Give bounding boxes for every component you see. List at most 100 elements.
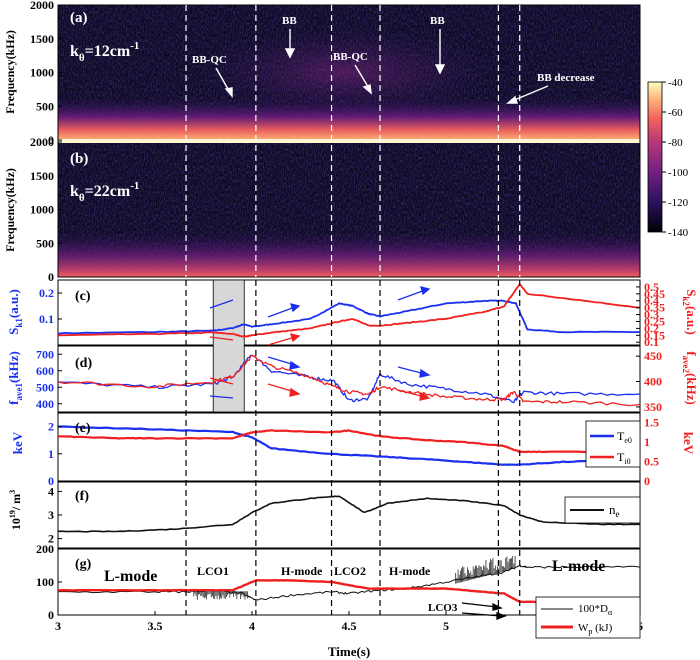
panel-e-yr-ticklabel-3: 1.5 [644,416,659,430]
phase-lco2: LCO2 [334,564,366,578]
panel-a-y-ticklabel-0: 0 [48,133,54,147]
panel-d-yl-ticklabel-2: 600 [36,364,54,378]
phase-lmode-2: L-mode [552,558,605,575]
panel-a-y-ticklabel-2: 1000 [30,66,54,80]
panel-a-annotations: BB-QC BB BB-QC BB BB decrease [192,15,595,84]
panel-f-y-ticklabel-0: 2 [48,532,54,546]
series-wp-line [57,579,641,604]
panel-a-kth: kθ=12cm-1 [70,40,139,64]
colorbar-ticklabel-0: -40 [668,77,683,89]
legend-f: ne [564,496,641,524]
panel-c-yl-ticklabel-1: 0.2 [39,286,54,300]
panel-e-yl-ticklabel-2: 2 [48,420,54,434]
panel-e-frame [57,412,641,482]
panel-f-y-ticklabel-2: 4 [48,484,54,498]
spectrogram-a-bb-blob [195,27,495,117]
panel-d-yl-ticklabel-1: 500 [36,380,54,394]
annotation-bb-1: BB [282,15,297,27]
trend-arrows [209,286,431,401]
series-ti0-line [57,429,641,454]
phase-hmode-2: H-mode [389,564,431,578]
spectrogram-frame [57,4,641,278]
x-axis-label: Time(s) [328,644,370,659]
panel-d-yr-ticklabel-1: 400 [644,375,662,389]
annotation-bb-2: BB [430,15,445,27]
shaded-span-box [212,279,245,413]
series-sk2-line [57,283,641,338]
panel-g-label: (g) [75,557,92,572]
panel-c-ylabel-left: Sk1(a.u.) [6,289,24,335]
shaded-span [212,279,245,413]
x-ticklabel-2: 4 [249,619,255,633]
panel-c-yr-ticklabel-8: 0.5 [644,280,659,294]
dalpha-spikes [193,556,516,600]
panel-b-y-ticklabel-4: 2000 [30,135,54,149]
legend-g: 100*Dα Wp (kJ) [535,596,641,639]
legend-g-wp: Wp (kJ) [578,622,613,636]
legend-e-ti0: Ti0 [617,450,631,466]
phase-lco1: LCO1 [197,564,229,578]
event-lines [185,5,521,615]
panel-e-yr-ticklabel-0: 0 [644,474,650,488]
panel-b-y-ticklabel-0: 0 [48,270,54,284]
panel-g-y-ticklabel-0: 0 [48,608,54,622]
panel-a [58,5,640,140]
panel-c-yr-ticklabel-4: 0.3 [644,308,659,322]
legend-e-te0: Te0 [617,429,632,445]
panel-f-frame [57,481,641,549]
phase-labels: L-mode LCO1 H-mode LCO2 H-mode L-mode LC… [104,558,605,614]
panel-b-label: (b) [70,151,88,167]
panel-c-frame [57,279,641,346]
panel-e-ylabel-right: keV [681,432,696,455]
annotation-bb-qc-1: BB-QC [192,54,227,66]
panel-g-y-ticklabel-1: 100 [36,575,54,589]
panel-c-yr-ticklabel-2: 0.2 [644,321,659,335]
panel-g-y-ticklabel-2: 200 [36,542,54,556]
spectrogram-separator [58,139,640,143]
x-ticklabel-0: 3 [55,619,61,633]
colorbar-gradient [647,81,663,233]
x-ticklabel-4: 5 [443,619,449,633]
panel-e-yl-ticklabel-1: 1 [48,447,54,461]
legend-f-ne: ne [609,502,620,519]
colorbar-ticklabel-5: -140 [668,227,689,239]
panel-d-label: (d) [75,356,92,371]
x-ticklabel-1: 3.5 [148,619,163,633]
panel-d-yl-ticklabel-0: 400 [36,397,54,411]
panel-c-yl-ticklabel-0: 0.1 [39,312,54,326]
spectrogram-a-band [58,98,640,140]
panel-c-yr-ticklabel-6: 0.4 [644,294,659,308]
panel-b-kth: kθ=22cm-1 [70,180,139,204]
colorbar-ticks: -40 -60 -80 -100 -120 -140 [662,77,689,239]
tick-layer: 050010001500200005001000150020000.10.20.… [30,0,665,633]
colorbar-ticklabel-2: -80 [668,137,683,149]
series-sk1-line [57,299,641,335]
panel-a-label: (a) [70,10,88,26]
panel-e-label: (e) [75,421,91,436]
phase-lco3: LCO3 [428,602,458,614]
series-ne-line [57,495,641,533]
panel-e-yr-ticklabel-1: 0.5 [644,455,659,469]
colorbar: -40 -60 -80 -100 -120 -140 [647,77,689,239]
panel-b-y-ticklabel-3: 1500 [30,169,54,183]
panel-b-y-ticklabel-2: 1000 [30,203,54,217]
panel-c-ylabel-right: Sk2(a.u.) [681,289,699,335]
panel-d-yl-ticklabel-3: 700 [36,347,54,361]
panel-b-ylabel: Frequency(kHz) [3,168,17,252]
annotation-bb-qc-2: BB-QC [333,51,368,63]
panel-f-y-ticklabel-1: 3 [48,508,54,522]
panel-f-label: (f) [75,489,89,504]
panel-a-arrows [215,29,549,104]
panel-f-ylabel: 1019/ m3 [8,490,23,530]
panel-b-y-ticklabel-1: 500 [36,236,54,250]
colorbar-ticklabel-1: -60 [668,107,683,119]
panel-c-label: (c) [75,289,91,304]
phase-lmode-1: L-mode [104,568,157,585]
panel-e-yl-ticklabel-0: 0 [48,474,54,488]
panel-d-yr-ticklabel-2: 450 [644,349,662,363]
panel-d-ylabel-left: fave1(kHz) [6,351,24,405]
panel-a-y-ticklabel-3: 1500 [30,32,54,46]
annotation-bb-decrease: BB decrease [537,72,595,84]
panel-d-ylabel-right: fave2(kHz) [681,351,699,405]
